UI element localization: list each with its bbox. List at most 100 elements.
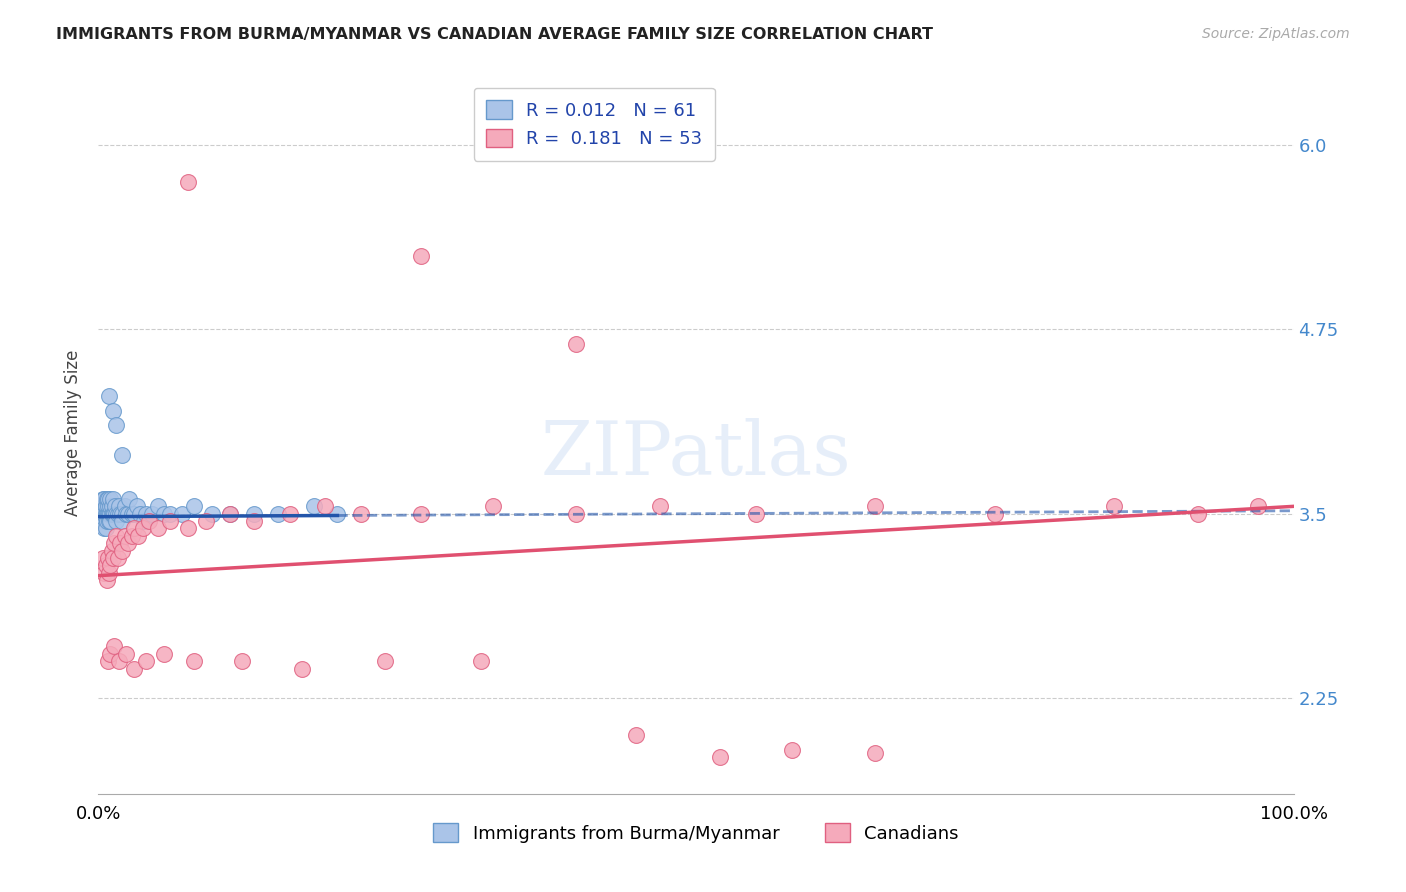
Point xyxy=(865,500,887,514)
Point xyxy=(93,566,115,580)
Point xyxy=(780,742,803,756)
Point xyxy=(114,500,136,514)
Text: IMMIGRANTS FROM BURMA/MYANMAR VS CANADIAN AVERAGE FAMILY SIZE CORRELATION CHART: IMMIGRANTS FROM BURMA/MYANMAR VS CANADIA… xyxy=(56,27,934,42)
Point xyxy=(650,500,672,514)
Point xyxy=(129,507,152,521)
Point xyxy=(124,507,146,521)
Point xyxy=(482,145,505,160)
Point xyxy=(103,536,125,550)
Point xyxy=(98,389,121,403)
Point xyxy=(195,514,218,528)
Point xyxy=(172,507,194,521)
Point xyxy=(159,514,181,528)
Point xyxy=(94,500,117,514)
Point xyxy=(107,551,129,566)
Point xyxy=(93,507,115,521)
Text: Source: ZipAtlas.com: Source: ZipAtlas.com xyxy=(1202,27,1350,41)
Point xyxy=(107,507,129,521)
Point xyxy=(91,551,114,566)
Point xyxy=(97,507,120,521)
Point xyxy=(97,500,120,514)
Point xyxy=(105,529,128,543)
Point xyxy=(350,507,373,521)
Point xyxy=(96,491,118,506)
Point xyxy=(105,418,128,433)
Point xyxy=(132,514,155,528)
Point xyxy=(565,337,588,351)
Point xyxy=(177,521,200,535)
Point xyxy=(984,507,1007,521)
Point xyxy=(93,500,115,514)
Point xyxy=(121,507,143,521)
Point xyxy=(124,521,146,535)
Point xyxy=(219,507,242,521)
Point xyxy=(243,514,266,528)
Point xyxy=(115,647,138,661)
Point xyxy=(101,551,124,566)
Point xyxy=(105,514,128,528)
Point xyxy=(96,573,118,587)
Point xyxy=(231,654,253,668)
Point xyxy=(104,500,127,514)
Point xyxy=(183,654,205,668)
Point xyxy=(98,566,121,580)
Point xyxy=(91,514,114,528)
Point xyxy=(98,507,122,521)
Point xyxy=(111,543,134,558)
Point xyxy=(1187,507,1209,521)
Legend: Immigrants from Burma/Myanmar, Canadians: Immigrants from Burma/Myanmar, Canadians xyxy=(426,816,966,850)
Point xyxy=(183,500,205,514)
Point xyxy=(94,507,117,521)
Point xyxy=(626,728,648,742)
Point xyxy=(745,507,768,521)
Point xyxy=(98,558,122,573)
Point xyxy=(111,514,134,528)
Point xyxy=(482,500,505,514)
Point xyxy=(100,500,122,514)
Point xyxy=(98,491,122,506)
Point xyxy=(201,507,224,521)
Point xyxy=(291,661,314,675)
Point xyxy=(118,491,141,506)
Point xyxy=(98,500,122,514)
Point xyxy=(93,521,115,535)
Point xyxy=(411,507,433,521)
Point xyxy=(267,507,290,521)
Text: ZIPatlas: ZIPatlas xyxy=(540,417,852,491)
Point xyxy=(411,249,433,263)
Point xyxy=(177,175,200,189)
Point xyxy=(91,507,114,521)
Point xyxy=(105,507,128,521)
Point xyxy=(121,529,143,543)
Point xyxy=(111,507,134,521)
Point xyxy=(98,507,121,521)
Point xyxy=(93,491,115,506)
Point xyxy=(108,507,131,521)
Point xyxy=(111,448,134,462)
Point xyxy=(101,507,124,521)
Point xyxy=(96,507,118,521)
Point xyxy=(94,558,117,573)
Point xyxy=(97,551,120,566)
Point xyxy=(326,507,349,521)
Point xyxy=(127,529,149,543)
Point xyxy=(278,507,301,521)
Point xyxy=(97,491,120,506)
Point xyxy=(103,507,125,521)
Point xyxy=(108,536,131,550)
Point xyxy=(98,514,122,528)
Point xyxy=(141,507,163,521)
Point xyxy=(153,647,176,661)
Point xyxy=(107,654,129,668)
Point xyxy=(148,521,170,535)
Point xyxy=(1104,500,1126,514)
Point xyxy=(131,521,153,535)
Point xyxy=(159,507,181,521)
Point xyxy=(243,507,266,521)
Point xyxy=(114,529,136,543)
Point xyxy=(98,514,121,528)
Point xyxy=(98,647,122,661)
Point xyxy=(91,491,114,506)
Point xyxy=(1247,500,1270,514)
Point xyxy=(94,521,117,535)
